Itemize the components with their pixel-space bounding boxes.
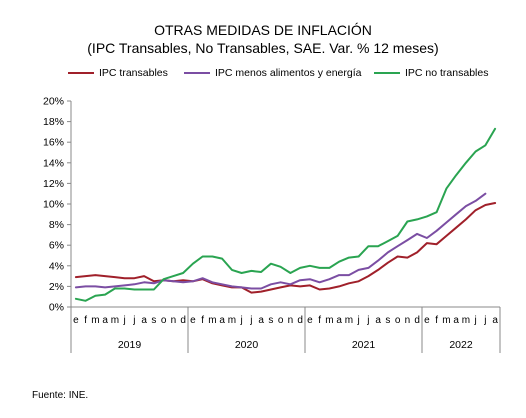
x-tick-label: f bbox=[201, 315, 204, 326]
series-line-2 bbox=[74, 127, 497, 302]
legend-label-ipc-transables: IPC transables bbox=[99, 67, 168, 79]
legend-swatch-ipc-sae bbox=[184, 72, 210, 74]
x-tick-label: j bbox=[249, 315, 252, 326]
x-tick-label: o bbox=[161, 315, 167, 326]
x-tick-label: d bbox=[180, 315, 186, 326]
x-tick-label: f bbox=[84, 315, 87, 326]
series-line-0 bbox=[74, 202, 497, 294]
x-tick-label: n bbox=[288, 315, 294, 326]
x-tick-label: j bbox=[132, 315, 135, 326]
x-tick-label: m bbox=[228, 315, 236, 326]
x-tick-label: f bbox=[318, 315, 321, 326]
x-tick-label: e bbox=[307, 315, 313, 326]
y-tick-label: 14% bbox=[43, 157, 64, 169]
x-tick-label: e bbox=[424, 315, 430, 326]
x-tick-label: m bbox=[442, 315, 450, 326]
y-tick-label: 6% bbox=[49, 240, 64, 252]
x-tick-label: s bbox=[151, 315, 156, 326]
x-tick-label: s bbox=[268, 315, 273, 326]
x-tick-label: j bbox=[474, 315, 477, 326]
x-tick-label: a bbox=[492, 315, 498, 326]
x-tick-label: a bbox=[141, 315, 147, 326]
x-tick-label: m bbox=[345, 315, 353, 326]
x-tick-label: e bbox=[73, 315, 79, 326]
x-tick-label: a bbox=[336, 315, 342, 326]
legend-label-ipc-no-transables: IPC no transables bbox=[405, 67, 489, 79]
x-tick-label: j bbox=[366, 315, 369, 326]
year-label: 2020 bbox=[235, 339, 259, 351]
x-tick-label: m bbox=[111, 315, 119, 326]
y-tick-label: 16% bbox=[43, 137, 64, 149]
y-tick-label: 2% bbox=[49, 281, 64, 293]
x-tick-label: a bbox=[219, 315, 225, 326]
x-tick-label: a bbox=[453, 315, 459, 326]
y-tick-label: 18% bbox=[43, 116, 64, 128]
y-tick-label: 12% bbox=[43, 178, 64, 190]
chart-series bbox=[74, 127, 497, 302]
x-tick-label: j bbox=[123, 315, 126, 326]
x-tick-label: m bbox=[208, 315, 216, 326]
x-tick-label: a bbox=[102, 315, 108, 326]
legend-item-ipc-transables: IPC transables bbox=[68, 67, 168, 79]
x-tick-label: o bbox=[278, 315, 284, 326]
y-tick-label: 4% bbox=[49, 260, 64, 272]
x-tick-label: n bbox=[405, 315, 411, 326]
x-tick-label: m bbox=[462, 315, 470, 326]
x-tick-label: m bbox=[325, 315, 333, 326]
x-tick-label: d bbox=[414, 315, 420, 326]
chart-title: OTRAS MEDIDAS DE INFLACIÓN bbox=[154, 22, 372, 38]
x-tick-label: a bbox=[375, 315, 381, 326]
chart-subtitle: (IPC Transables, No Transables, SAE. Var… bbox=[87, 40, 439, 56]
x-tick-label: n bbox=[171, 315, 177, 326]
y-tick-label: 8% bbox=[49, 219, 64, 231]
legend-swatch-ipc-no-transables bbox=[374, 72, 400, 74]
x-tick-label: j bbox=[357, 315, 360, 326]
series-line-1 bbox=[74, 192, 487, 290]
year-label: 2022 bbox=[449, 339, 473, 351]
x-tick-label: j bbox=[483, 315, 486, 326]
legend-swatch-ipc-transables bbox=[68, 72, 94, 74]
x-tick-label: d bbox=[297, 315, 303, 326]
x-tick-label: s bbox=[385, 315, 390, 326]
y-tick-label: 20% bbox=[43, 96, 64, 108]
year-label: 2019 bbox=[118, 339, 142, 351]
legend-item-ipc-sae: IPC menos alimentos y energía bbox=[184, 67, 362, 79]
source-note: Fuente: INE. bbox=[32, 390, 89, 401]
x-tick-label: a bbox=[258, 315, 264, 326]
legend-label-ipc-sae: IPC menos alimentos y energía bbox=[215, 67, 362, 79]
x-tick-label: e bbox=[190, 315, 196, 326]
legend-item-ipc-no-transables: IPC no transables bbox=[374, 67, 488, 79]
y-tick-label: 10% bbox=[43, 199, 64, 211]
x-tick-label: o bbox=[395, 315, 401, 326]
x-tick-label: m bbox=[91, 315, 99, 326]
x-tick-label: f bbox=[435, 315, 438, 326]
chart-axes: 0%2%4%6%8%10%12%14%16%18%20%e f m a m j j a s o n d… bbox=[43, 96, 501, 353]
year-label: 2021 bbox=[352, 339, 376, 351]
y-tick-label: 0% bbox=[49, 302, 64, 314]
x-tick-label: j bbox=[240, 315, 243, 326]
